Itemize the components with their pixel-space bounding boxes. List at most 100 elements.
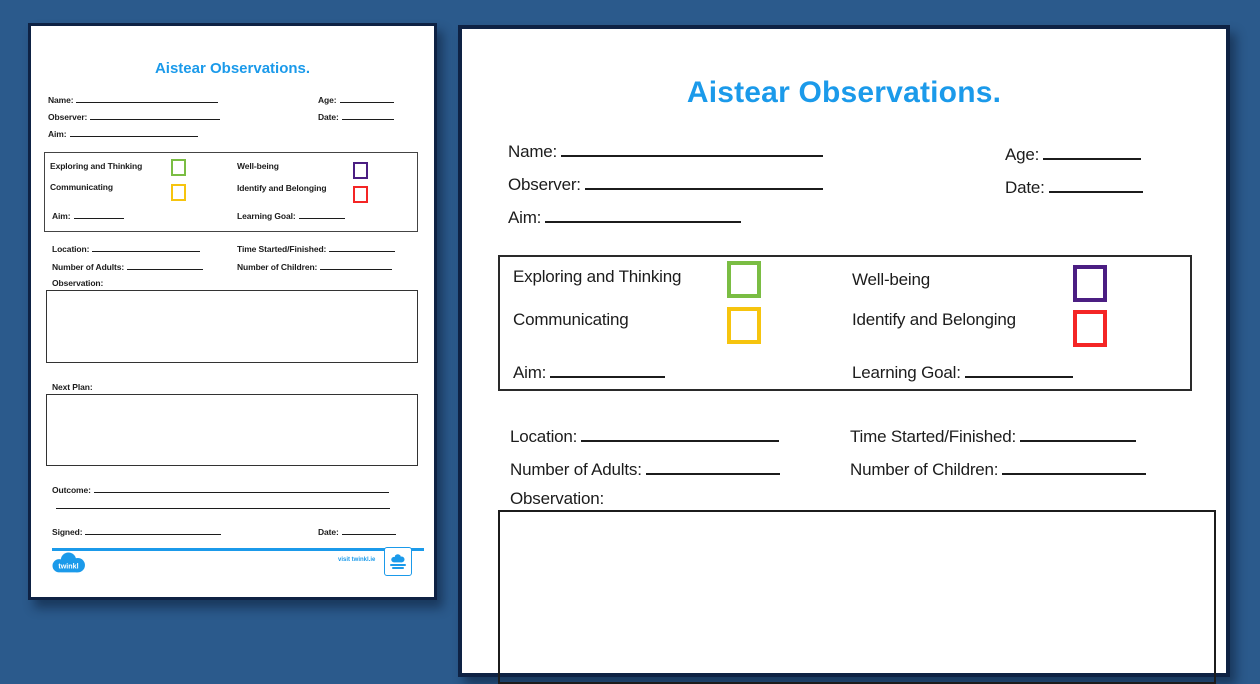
theme-wellbeing-label: Well-being xyxy=(852,270,931,289)
adults-label: Number of Adults: xyxy=(510,460,642,480)
outcome-field: Outcome: xyxy=(52,484,389,495)
theme-communicating-label: Communicating xyxy=(513,310,629,329)
age-line xyxy=(1043,142,1142,161)
adults-label: Number of Adults: xyxy=(52,262,125,273)
children-field: Number of Children: xyxy=(237,261,393,273)
age-line xyxy=(339,94,394,104)
aim2-label: Aim: xyxy=(513,363,547,383)
date-label: Date: xyxy=(1005,178,1045,198)
theme-wellbeing-label: Well-being xyxy=(237,161,279,171)
learning-goal-field: Learning Goal: xyxy=(852,360,1073,383)
communicating-checkbox xyxy=(171,184,186,201)
observation-box xyxy=(46,290,418,363)
name-line xyxy=(76,94,219,104)
theme-exploring-label: Exploring and Thinking xyxy=(50,161,143,171)
page-title: Aistear Observations. xyxy=(686,76,1002,109)
aim2-field: Aim: xyxy=(513,360,666,383)
time-label: Time Started/Finished: xyxy=(237,244,327,255)
age-field: Age: xyxy=(318,94,394,105)
wellbeing-checkbox xyxy=(353,162,368,179)
children-label: Number of Children: xyxy=(237,262,318,273)
aistear-themes-box: Exploring and Thinking Well-being Commun… xyxy=(498,255,1192,391)
observer-line xyxy=(90,111,221,121)
visit-twinkl-text: visit twinkl.ie xyxy=(338,557,376,563)
date-label: Date: xyxy=(318,112,339,123)
observer-label: Observer: xyxy=(48,112,88,123)
next-plan-label: Next Plan: xyxy=(52,382,93,392)
adults-field: Number of Adults: xyxy=(52,261,204,273)
date-line xyxy=(1048,175,1143,194)
footer-date-field: Date: xyxy=(318,526,396,537)
aim-field: Aim: xyxy=(508,205,742,228)
adults-field: Number of Adults: xyxy=(510,457,780,480)
signed-field: Signed: xyxy=(52,526,222,537)
outcome-line-1 xyxy=(93,484,389,494)
location-line xyxy=(92,243,201,253)
theme-identify-label: Identify and Belonging xyxy=(237,183,327,193)
time-field: Time Started/Finished: xyxy=(237,243,396,255)
outcome-label: Outcome: xyxy=(52,485,91,496)
footer-date-line xyxy=(341,526,396,536)
time-line xyxy=(1019,424,1136,443)
learning-goal-label: Learning Goal: xyxy=(852,363,961,383)
observer-field: Observer: xyxy=(48,111,221,123)
twinkl-stamp-icon xyxy=(384,547,412,576)
exploring-checkbox xyxy=(171,159,186,176)
aistear-themes-box: Exploring and Thinking Well-being Commun… xyxy=(44,152,418,232)
aim2-label: Aim: xyxy=(52,211,71,222)
communicating-checkbox xyxy=(727,307,761,344)
observation-box xyxy=(498,510,1216,684)
name-field: Name: xyxy=(48,94,219,106)
name-line xyxy=(561,139,824,158)
location-label: Location: xyxy=(510,427,578,447)
time-field: Time Started/Finished: xyxy=(850,424,1136,447)
aim-label: Aim: xyxy=(508,208,542,228)
learning-goal-label: Learning Goal: xyxy=(237,211,296,222)
time-line xyxy=(329,243,396,253)
worksheet-page-small: Aistear Observations. Name: Age: Observe… xyxy=(28,23,437,600)
worksheet-preview-background: { "form": { "title": "Aistear Observatio… xyxy=(28,23,1230,684)
twinkl-logo-icon: twinkl xyxy=(51,552,87,579)
stamp-line xyxy=(392,567,404,569)
aim-label: Aim: xyxy=(48,129,67,140)
name-label: Name: xyxy=(48,95,74,106)
aim2-line xyxy=(73,210,124,220)
date-line xyxy=(341,111,394,121)
aim-line xyxy=(545,205,742,224)
wellbeing-checkbox xyxy=(1073,265,1107,302)
learning-goal-line xyxy=(964,360,1073,379)
observation-label: Observation: xyxy=(510,489,604,508)
age-field: Age: xyxy=(1005,142,1142,165)
identify-checkbox xyxy=(1073,310,1107,347)
stamp-line xyxy=(390,564,406,566)
learning-goal-field: Learning Goal: xyxy=(237,210,345,221)
location-label: Location: xyxy=(52,244,90,255)
date-field: Date: xyxy=(1005,175,1143,198)
theme-identify-label: Identify and Belonging xyxy=(852,310,1016,329)
aim2-line xyxy=(550,360,666,379)
age-label: Age: xyxy=(1005,145,1040,165)
location-field: Location: xyxy=(510,424,780,447)
children-field: Number of Children: xyxy=(850,457,1147,480)
children-line xyxy=(1002,457,1147,476)
name-field: Name: xyxy=(508,139,824,162)
identify-checkbox xyxy=(353,186,368,203)
footer-date-label: Date: xyxy=(318,527,339,538)
exploring-checkbox xyxy=(727,261,761,298)
name-label: Name: xyxy=(508,142,558,162)
time-label: Time Started/Finished: xyxy=(850,427,1016,447)
aim-field: Aim: xyxy=(48,128,198,139)
aim2-field: Aim: xyxy=(52,210,124,221)
adults-line xyxy=(645,457,780,476)
theme-exploring-label: Exploring and Thinking xyxy=(513,267,682,286)
observer-line xyxy=(584,172,823,191)
learning-goal-line xyxy=(298,210,345,220)
location-field: Location: xyxy=(52,243,201,255)
aim-line xyxy=(69,128,198,138)
children-label: Number of Children: xyxy=(850,460,999,480)
observer-field: Observer: xyxy=(508,172,823,195)
observation-label: Observation: xyxy=(52,278,104,288)
children-line xyxy=(320,261,393,271)
twinkl-brand-text: twinkl xyxy=(58,563,78,571)
next-plan-box xyxy=(46,394,418,466)
